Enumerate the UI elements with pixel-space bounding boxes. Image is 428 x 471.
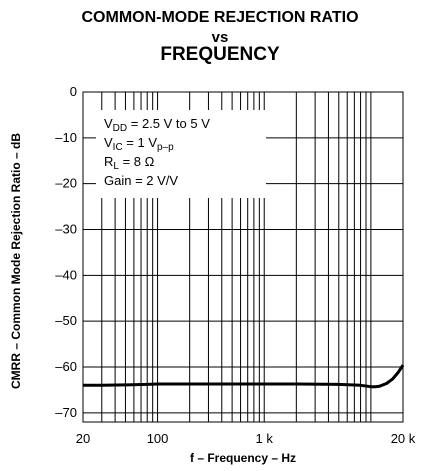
y-tick-label: –60 (55, 359, 77, 374)
plot-frame (82, 91, 404, 423)
condition-line: VDD = 2.5 V to 5 V (104, 116, 210, 134)
x-tick-label: 20 k (391, 431, 416, 446)
x-tick-label: 100 (147, 431, 169, 446)
x-axis-label: f – Frequency – Hz (190, 451, 296, 465)
condition-line: RL = 8 Ω (104, 154, 155, 172)
y-axis-label: CMRR – Common Mode Rejection Ratio – dB (9, 133, 23, 389)
condition-line: Gain = 2 V/V (104, 173, 178, 188)
y-tick-label: 0 (70, 84, 77, 99)
y-tick-label: –10 (55, 130, 77, 145)
chart-title-line-1: COMMON-MODE REJECTION RATIO (81, 9, 359, 26)
y-tick-label: –50 (55, 313, 77, 328)
condition-line: VIC = 1 Vp–p (104, 135, 174, 153)
y-tick-label: –20 (55, 176, 77, 191)
x-tick-labels: 20 100 1 k 20 k (76, 431, 416, 446)
y-tick-labels: 0 –10 –20 –30 –40 –50 –60 –70 (55, 84, 77, 420)
x-tick-label: 20 (76, 431, 90, 446)
chart-title-line-3: FREQUENCY (160, 44, 280, 65)
conditions-box (96, 110, 266, 198)
x-tick-label: 1 k (256, 431, 274, 446)
cmrr-curve (83, 364, 405, 389)
y-tick-label: –70 (55, 405, 77, 420)
y-tick-label: –40 (55, 267, 77, 282)
chart-title-line-2: vs (211, 29, 229, 46)
y-tick-label: –30 (55, 222, 77, 237)
